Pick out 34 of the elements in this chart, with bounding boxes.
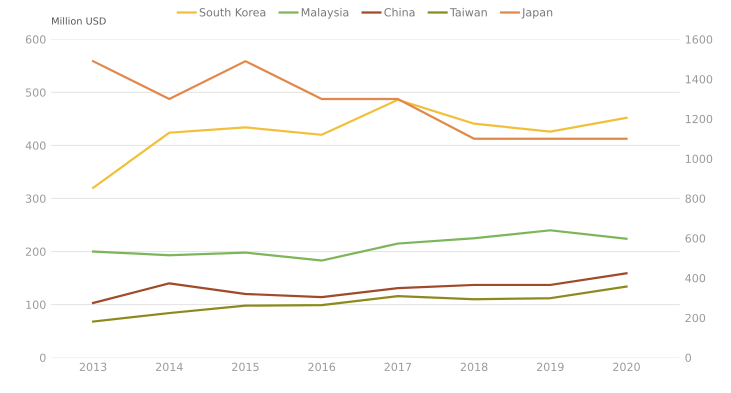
y-tick-label: 500 <box>26 88 46 97</box>
y2-tick-label: 400 <box>685 274 706 282</box>
y2-tick-label: 800 <box>685 194 706 203</box>
y2-tick-label: 1600 <box>686 35 712 44</box>
y-tick-label: 400 <box>26 141 46 150</box>
y2-tick-label: 1200 <box>686 114 712 124</box>
x-tick-label: 2014 <box>156 362 183 372</box>
legend-label: Malaysia <box>302 8 348 19</box>
y2-tick-label: 600 <box>685 234 706 243</box>
x-tick-label: 2020 <box>613 362 640 372</box>
y2-tick-label: 1400 <box>686 75 712 84</box>
y-tick-label: 300 <box>26 194 46 203</box>
x-tick-label: 2017 <box>384 362 412 372</box>
x-tick-label: 2013 <box>80 362 106 372</box>
x-tick-label: 2015 <box>232 362 259 372</box>
y2-tick-label: 200 <box>686 314 706 322</box>
line-series <box>92 98 628 189</box>
line-series <box>92 285 628 323</box>
y-tick-label: 0 <box>40 354 46 362</box>
legend-label: China <box>384 8 414 17</box>
legend-label: Taiwan <box>450 8 487 17</box>
x-tick-label: 2018 <box>460 362 488 372</box>
line-series <box>92 229 628 262</box>
x-tick-label: 2019 <box>536 362 564 372</box>
y-tick-label: 600 <box>26 35 46 44</box>
y-axis-title: Million USD <box>52 17 106 25</box>
legend-label: Japan <box>522 8 552 19</box>
line-series <box>92 272 628 304</box>
x-tick-label: 2016 <box>308 362 336 372</box>
y2-tick-label: 0 <box>685 354 692 362</box>
y-tick-label: 100 <box>26 300 46 309</box>
y-tick-label: 200 <box>26 247 46 256</box>
legend-label: South Korea <box>200 8 266 17</box>
y2-tick-label: 1000 <box>686 154 712 164</box>
